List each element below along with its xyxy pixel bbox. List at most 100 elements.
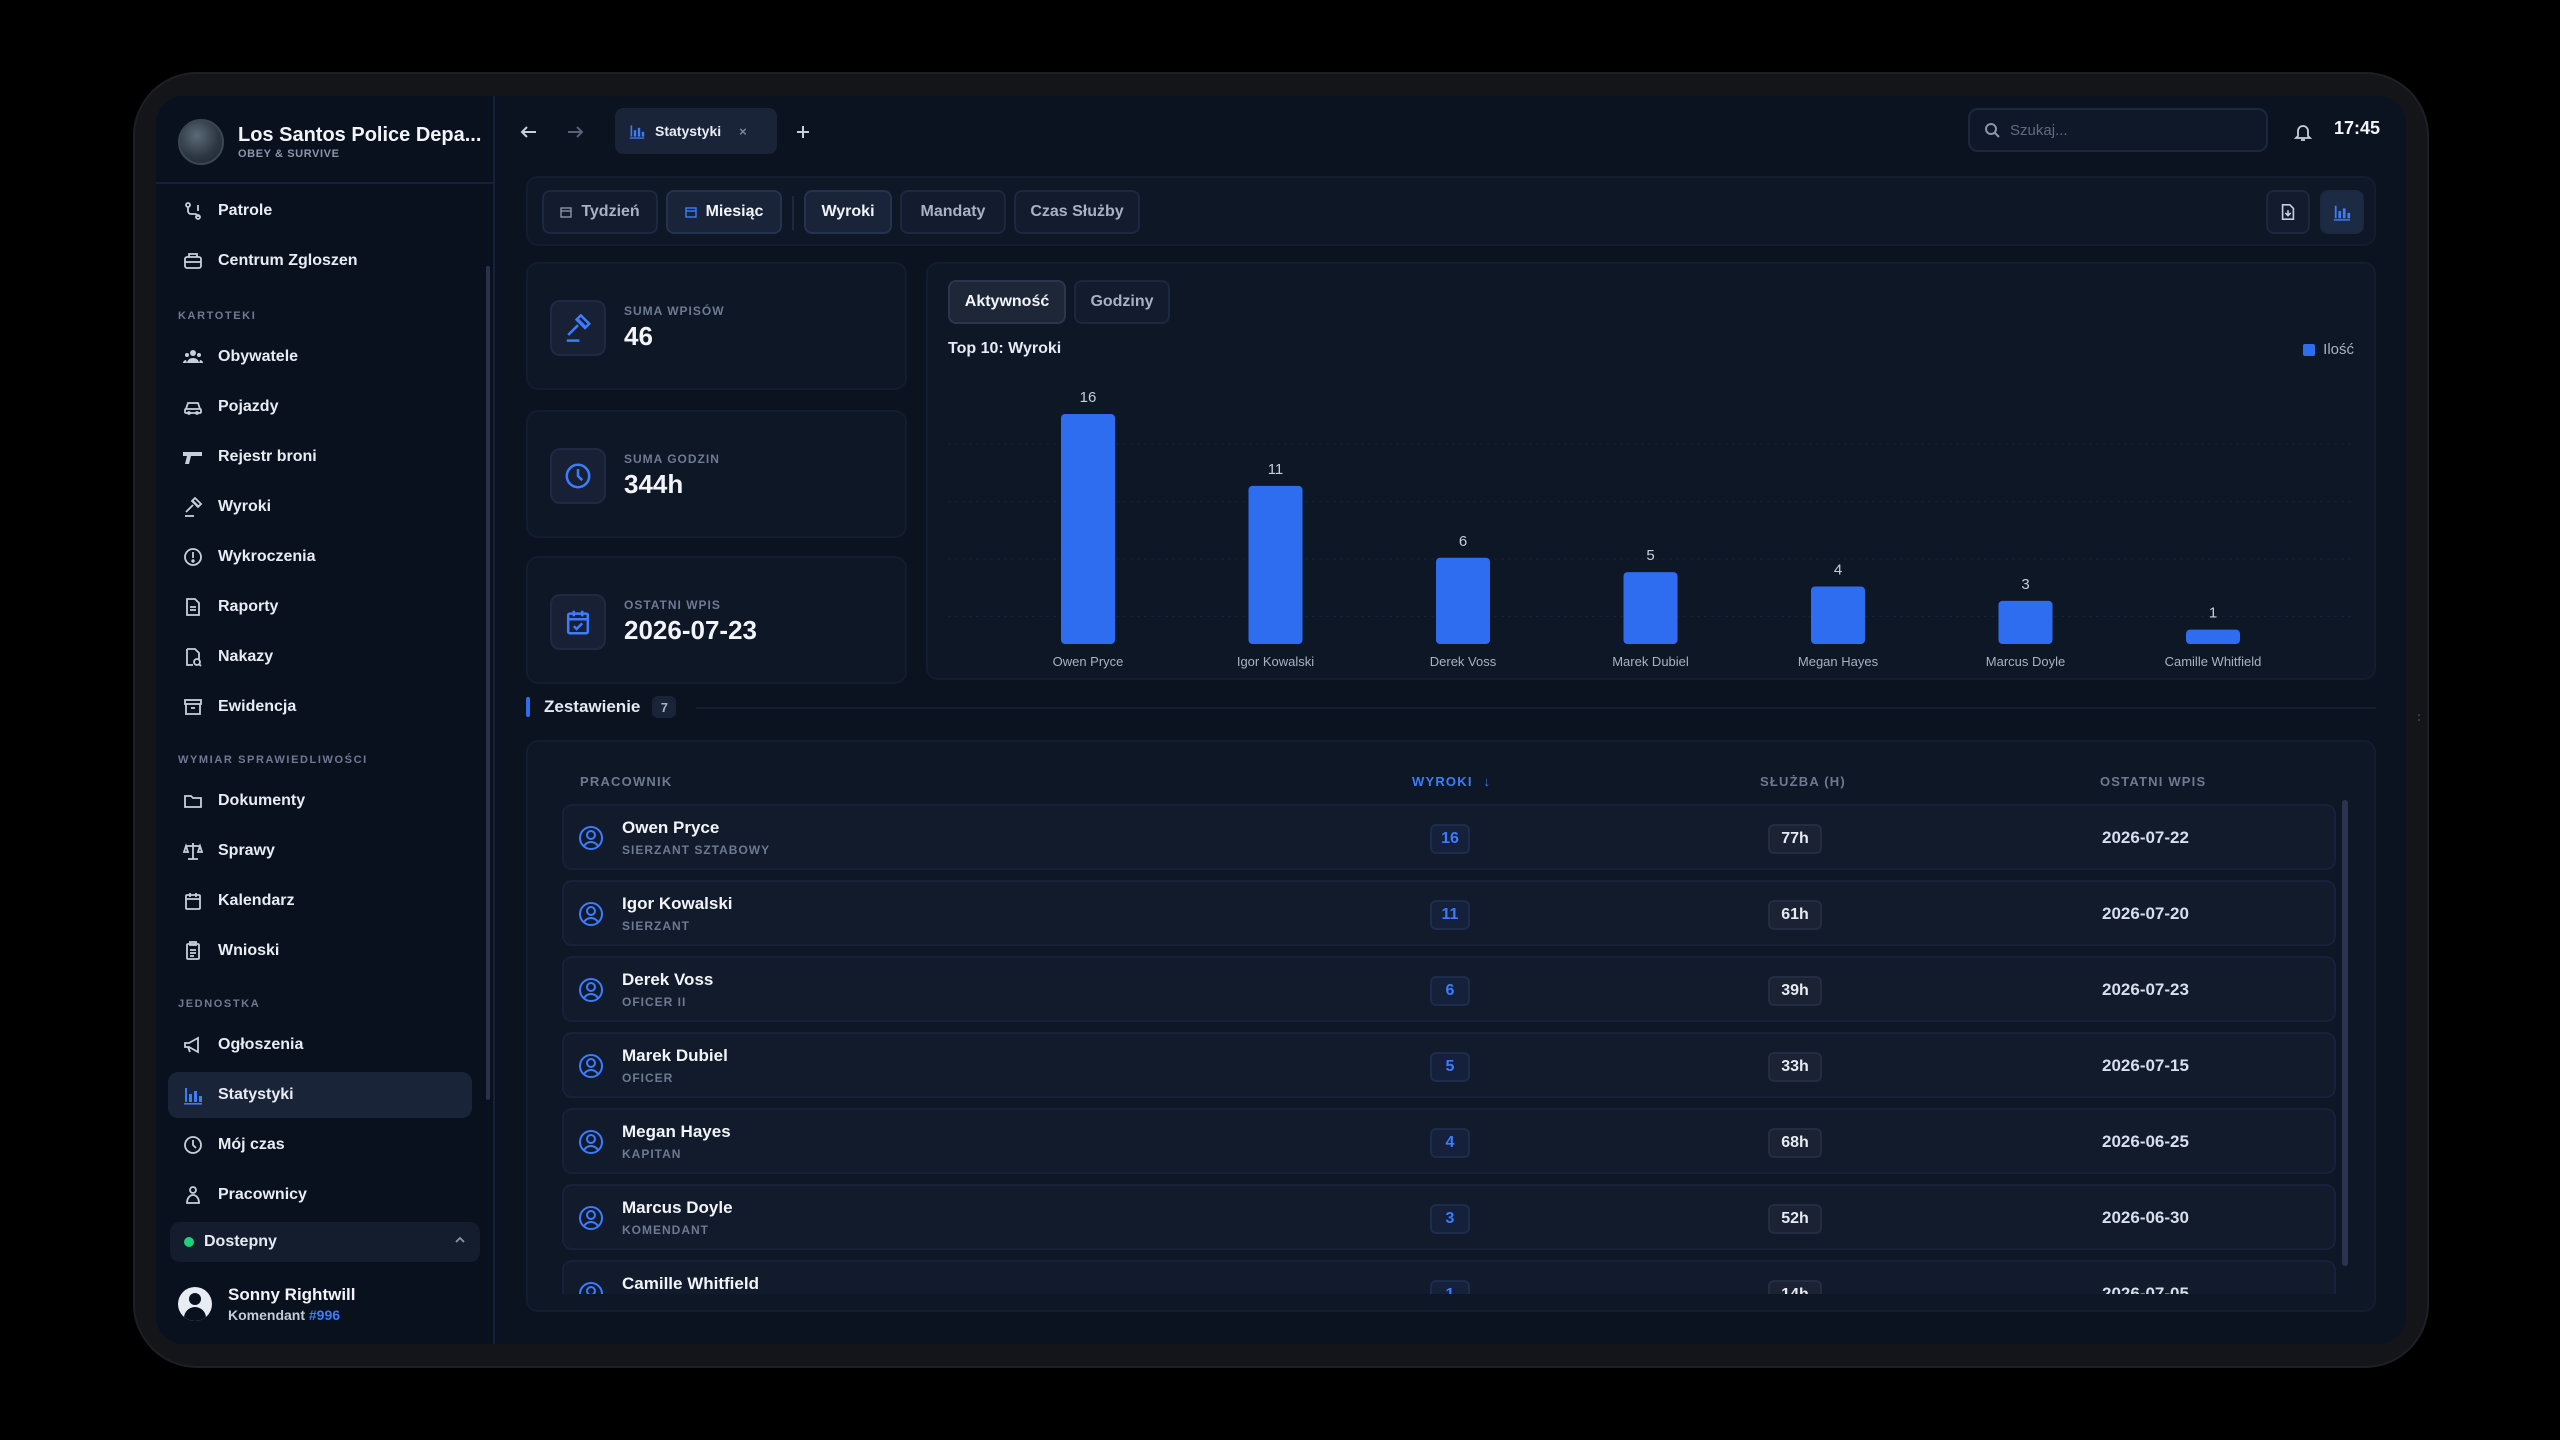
- user-circle-icon: [579, 826, 603, 850]
- chart-tab-aktywnosc[interactable]: Aktywność: [948, 280, 1066, 324]
- bar[interactable]: [1811, 586, 1865, 645]
- status-dot: [184, 1237, 194, 1247]
- sidebar-item-pojazdy[interactable]: Pojazdy: [168, 384, 472, 430]
- last-entry-date: 2026-07-23: [2102, 980, 2189, 999]
- sidebar-item-raporty[interactable]: Raporty: [168, 584, 472, 630]
- sidebar-scrollbar[interactable]: [486, 266, 490, 1100]
- sidebar-item-statystyki[interactable]: Statystyki: [168, 1072, 472, 1118]
- sidebar-item-wnioski[interactable]: Wnioski: [168, 928, 472, 974]
- user-profile[interactable]: Sonny Rightwill Komendant #996: [178, 1280, 478, 1328]
- chart-tab-godziny[interactable]: Godziny: [1074, 280, 1170, 324]
- employee-rank: KAPITAN: [622, 1147, 682, 1161]
- employee-name: Derek Voss: [622, 970, 714, 989]
- table-row[interactable]: Owen Pryce SIERZANT SZTABOWY 16 77h 2026-07-…: [562, 804, 2336, 870]
- archive-icon: [182, 696, 204, 718]
- sidebar-item-sprawy[interactable]: Sprawy: [168, 828, 472, 874]
- sidebar-item-label: Patrole: [218, 202, 273, 219]
- bar-value-label: 1: [2209, 605, 2217, 622]
- brand[interactable]: Los Santos Police Depa... OBEY & SURVIVE: [178, 118, 481, 166]
- police-badge-logo: [178, 119, 224, 165]
- sidebar-item-label: Rejestr broni: [218, 448, 317, 465]
- bar-chart: 16 Owen Pryce 11 Igor Kowalski 6 Derek Voss 5 M…: [948, 389, 2354, 669]
- bar[interactable]: [1061, 414, 1115, 644]
- search-input[interactable]: [2010, 121, 2240, 139]
- bar[interactable]: [1998, 600, 2053, 644]
- sidebar-item-obywatele[interactable]: Obywatele: [168, 334, 472, 380]
- clock-icon: [550, 448, 606, 504]
- export-document-icon[interactable]: [2266, 190, 2310, 234]
- sidebar-item-ogloszenia[interactable]: Ogłoszenia: [168, 1022, 472, 1068]
- sidebar-item-label: Wnioski: [218, 942, 280, 959]
- bar-chart-icon: [629, 123, 645, 139]
- table-row[interactable]: Camille Whitfield 1 14h 2026-07-05: [562, 1260, 2336, 1294]
- table-scrollbar[interactable]: [2342, 800, 2348, 1266]
- status-selector[interactable]: Dostepny: [170, 1222, 480, 1262]
- sidebar-item-dokumenty[interactable]: Dokumenty: [168, 778, 472, 824]
- bar[interactable]: [1248, 485, 1303, 644]
- table-row[interactable]: Marek Dubiel OFICER 5 33h 2026-07-15: [562, 1032, 2336, 1098]
- x-tick-label: Derek Voss: [1430, 654, 1497, 669]
- sidebar-item-wyroki[interactable]: Wyroki: [168, 484, 472, 530]
- bell-icon[interactable]: [2289, 118, 2317, 146]
- sidebar-item-label: Sprawy: [218, 842, 275, 859]
- chart-card: Aktywność Godziny Top 10: Wyroki Ilość 1…: [926, 262, 2376, 680]
- filter-wyroki-button[interactable]: Wyroki: [804, 190, 892, 234]
- column-header-ostatni-wpis[interactable]: OSTATNI WPIS: [2100, 774, 2207, 789]
- filter-mandaty-button[interactable]: Mandaty: [900, 190, 1006, 234]
- tab-statystyki[interactable]: Statystyki ×: [615, 108, 777, 154]
- edge-dots: [2418, 714, 2420, 721]
- column-header-pracownik[interactable]: PRACOWNIK: [580, 774, 673, 789]
- filter-czas-sluzby-button[interactable]: Czas Służby: [1014, 190, 1140, 234]
- forward-arrow-icon[interactable]: [561, 118, 589, 146]
- clipboard-icon: [182, 940, 204, 962]
- legend-swatch: [2303, 343, 2316, 356]
- bar-value-label: 4: [1834, 562, 1842, 579]
- bar-value-label: 6: [1459, 533, 1467, 550]
- filter-label: Czas Służby: [1030, 203, 1124, 220]
- sidebar-item-rejestr-broni[interactable]: Rejestr broni: [168, 434, 472, 480]
- employee-rank: SIERZANT: [622, 919, 690, 933]
- table-row[interactable]: Megan Hayes KAPITAN 4 68h 2026-06-25: [562, 1108, 2336, 1174]
- brand-subtitle: OBEY & SURVIVE: [238, 148, 340, 160]
- stat-label: OSTATNI WPIS: [624, 598, 721, 612]
- stat-card-suma-godzin: SUMA GODZIN 344h: [526, 410, 907, 538]
- bar[interactable]: [2186, 629, 2240, 644]
- last-entry-date: 2026-06-30: [2102, 1208, 2189, 1227]
- column-header-sluzba[interactable]: SŁUŻBA (H): [1760, 774, 1846, 789]
- sidebar-item-nakazy[interactable]: Nakazy: [168, 634, 472, 680]
- sidebar-item-kalendarz[interactable]: Kalendarz: [168, 878, 472, 924]
- table-row[interactable]: Marcus Doyle KOMENDANT 3 52h 2026-06-30: [562, 1184, 2336, 1250]
- table-row[interactable]: Igor Kowalski SIERZANT 11 61h 2026-07-20: [562, 880, 2336, 946]
- filter-bar: Tydzień Miesiąc Wyroki Mandaty Czas Służ…: [526, 176, 2376, 246]
- duty-hours-badge: 33h: [1768, 1052, 1822, 1082]
- sidebar-item-patrole[interactable]: Patrole: [168, 188, 472, 234]
- plus-icon[interactable]: [789, 118, 817, 146]
- chart-view-icon[interactable]: [2320, 190, 2364, 234]
- table-row[interactable]: Derek Voss OFICER II 6 39h 2026-07-23: [562, 956, 2336, 1022]
- filter-tydzien-button[interactable]: Tydzień: [542, 190, 658, 234]
- clock: 17:45: [2334, 118, 2381, 138]
- bar[interactable]: [1436, 557, 1490, 644]
- column-header-wyroki[interactable]: WYROKI ↓: [1412, 774, 1491, 789]
- stat-card-suma-wpisow: SUMA WPISÓW 46: [526, 262, 907, 390]
- sidebar-item-ewidencja[interactable]: Ewidencja: [168, 684, 472, 730]
- duty-hours-badge: 61h: [1768, 900, 1822, 930]
- search-box[interactable]: [1968, 108, 2268, 152]
- bar[interactable]: [1623, 572, 1678, 644]
- bar-value-label: 5: [1646, 547, 1654, 564]
- user-circle-icon: [579, 1054, 603, 1078]
- filter-miesiac-button[interactable]: Miesiąc: [666, 190, 782, 234]
- back-arrow-icon[interactable]: [515, 118, 543, 146]
- sidebar-item-wykroczenia[interactable]: Wykroczenia: [168, 534, 472, 580]
- car-icon: [182, 396, 204, 418]
- sidebar-item-label: Statystyki: [218, 1086, 294, 1103]
- sidebar-item-pracownicy[interactable]: Pracownicy: [168, 1172, 472, 1218]
- employee-name: Owen Pryce: [622, 818, 720, 837]
- filter-label: Miesiąc: [705, 203, 764, 220]
- summary-table: PRACOWNIK WYROKI ↓ SŁUŻBA (H) OSTATNI WP…: [526, 740, 2376, 1312]
- sidebar-item-label: Raporty: [218, 598, 279, 615]
- user-circle-icon: [579, 1206, 603, 1230]
- sidebar-item-moj-czas[interactable]: Mój czas: [168, 1122, 472, 1168]
- sidebar-item-centrum-zgloszen[interactable]: Centrum Zgloszen: [168, 238, 472, 284]
- close-icon[interactable]: ×: [739, 123, 747, 139]
